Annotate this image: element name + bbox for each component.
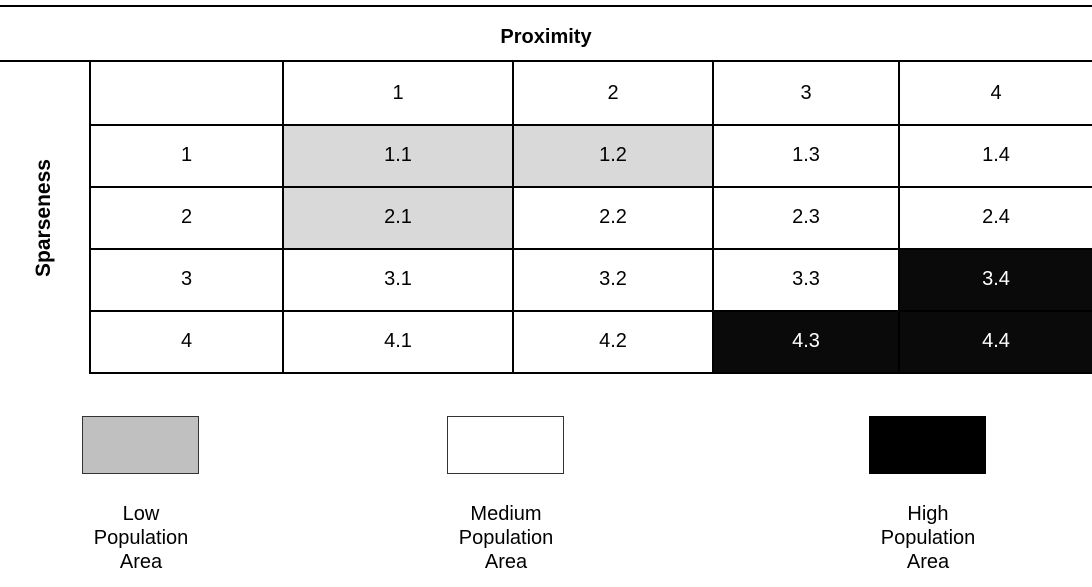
matrix-cell: 3.2 xyxy=(514,248,712,310)
matrix-cell: 3.1 xyxy=(284,248,512,310)
matrix-cell: 4.4 xyxy=(900,310,1092,372)
legend-label-medium: Medium Population Area xyxy=(458,503,554,573)
legend-swatch-medium xyxy=(447,416,564,474)
table-row: 4 4.1 4.2 4.3 4.4 xyxy=(91,310,1092,374)
legend-label-low: Low Population Area xyxy=(93,503,189,573)
matrix-cell: 4.1 xyxy=(284,310,512,372)
matrix-cell: 1.4 xyxy=(900,124,1092,186)
matrix-cell: 2.1 xyxy=(284,186,512,248)
header-rule xyxy=(0,60,1092,62)
corner-cell xyxy=(91,62,282,124)
grid-line xyxy=(712,62,714,374)
table-row: 3 3.1 3.2 3.3 3.4 xyxy=(91,248,1092,312)
matrix-cell: 2.2 xyxy=(514,186,712,248)
grid-line xyxy=(512,62,514,374)
matrix-cell: 1.3 xyxy=(714,124,898,186)
column-header-row: 1 2 3 4 xyxy=(91,62,1092,126)
matrix-cell: 3.4 xyxy=(900,248,1092,310)
row-header: 3 xyxy=(180,267,193,290)
matrix-cell: 4.3 xyxy=(714,310,898,372)
row-axis-title: Sparseness xyxy=(32,159,55,277)
column-header: 4 xyxy=(990,81,1002,104)
legend-label-high: High Population Area xyxy=(880,503,976,573)
matrix-cell: 2.4 xyxy=(900,186,1092,248)
grid-line xyxy=(898,62,900,374)
row-header: 4 xyxy=(180,329,193,352)
column-header: 3 xyxy=(800,81,812,104)
table-row: 2 2.1 2.2 2.3 2.4 xyxy=(91,186,1092,250)
row-header: 1 xyxy=(180,143,193,166)
column-header: 1 xyxy=(392,81,404,104)
matrix-cell: 2.3 xyxy=(714,186,898,248)
column-header: 2 xyxy=(607,81,619,104)
matrix-cell: 3.3 xyxy=(714,248,898,310)
grid-line xyxy=(282,62,284,374)
matrix-cell: 4.2 xyxy=(514,310,712,372)
table-row: 1 1.1 1.2 1.3 1.4 xyxy=(91,124,1092,188)
row-header: 2 xyxy=(180,205,193,228)
legend-swatch-high xyxy=(869,416,986,474)
legend-swatch-low xyxy=(82,416,199,474)
top-rule xyxy=(0,5,1092,7)
column-axis-title: Proximity xyxy=(500,26,592,48)
row-axis-cell xyxy=(7,62,91,374)
matrix-cell: 1.2 xyxy=(514,124,712,186)
matrix-cell: 1.1 xyxy=(284,124,512,186)
